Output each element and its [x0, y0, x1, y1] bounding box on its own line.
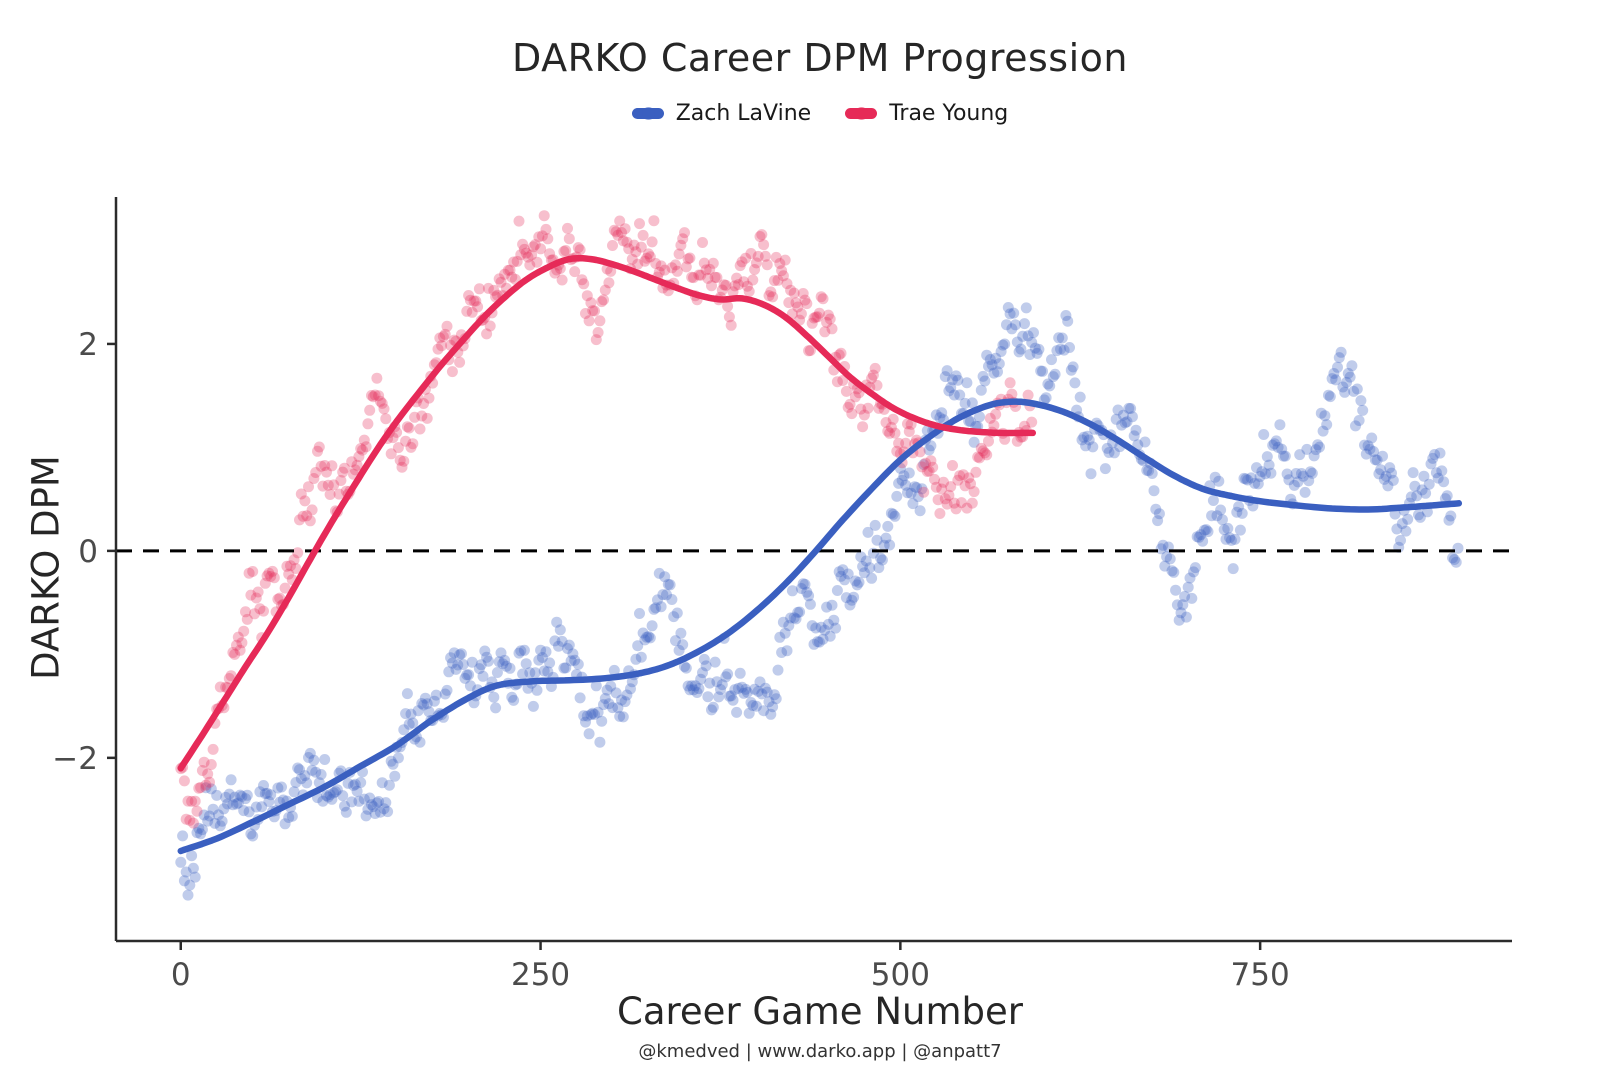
chart-title: DARKO Career DPM Progression: [512, 36, 1128, 80]
caption: @kmedved | www.darko.app | @anpatt7: [638, 1041, 1002, 1062]
chart-legend: Zach LaVine Trae Young: [0, 101, 1600, 126]
trend-line-zach-lavine: [177, 398, 1463, 855]
trend-line-trae-young: [177, 254, 1037, 772]
y-tick-label: 2: [78, 327, 98, 363]
x-tick-label: 0: [171, 957, 191, 993]
x-tick-label: 250: [511, 957, 570, 993]
legend-label: Trae Young: [889, 101, 1009, 126]
x-axis-label: Career Game Number: [617, 990, 1023, 1033]
legend-swatch-icon: [631, 107, 664, 120]
x-tick-label: 500: [871, 957, 930, 993]
legend-swatch-icon: [845, 107, 878, 120]
legend-entry-trae-young[interactable]: Trae Young: [845, 101, 1008, 126]
x-tick-label: 750: [1231, 957, 1290, 993]
y-tick-label: −2: [52, 741, 98, 777]
scatter-trae-young: [175, 210, 1038, 829]
y-tick-label: 0: [78, 534, 98, 570]
legend-label: Zach LaVine: [675, 101, 812, 126]
legend-entry-zach-lavine[interactable]: Zach LaVine: [631, 101, 812, 126]
